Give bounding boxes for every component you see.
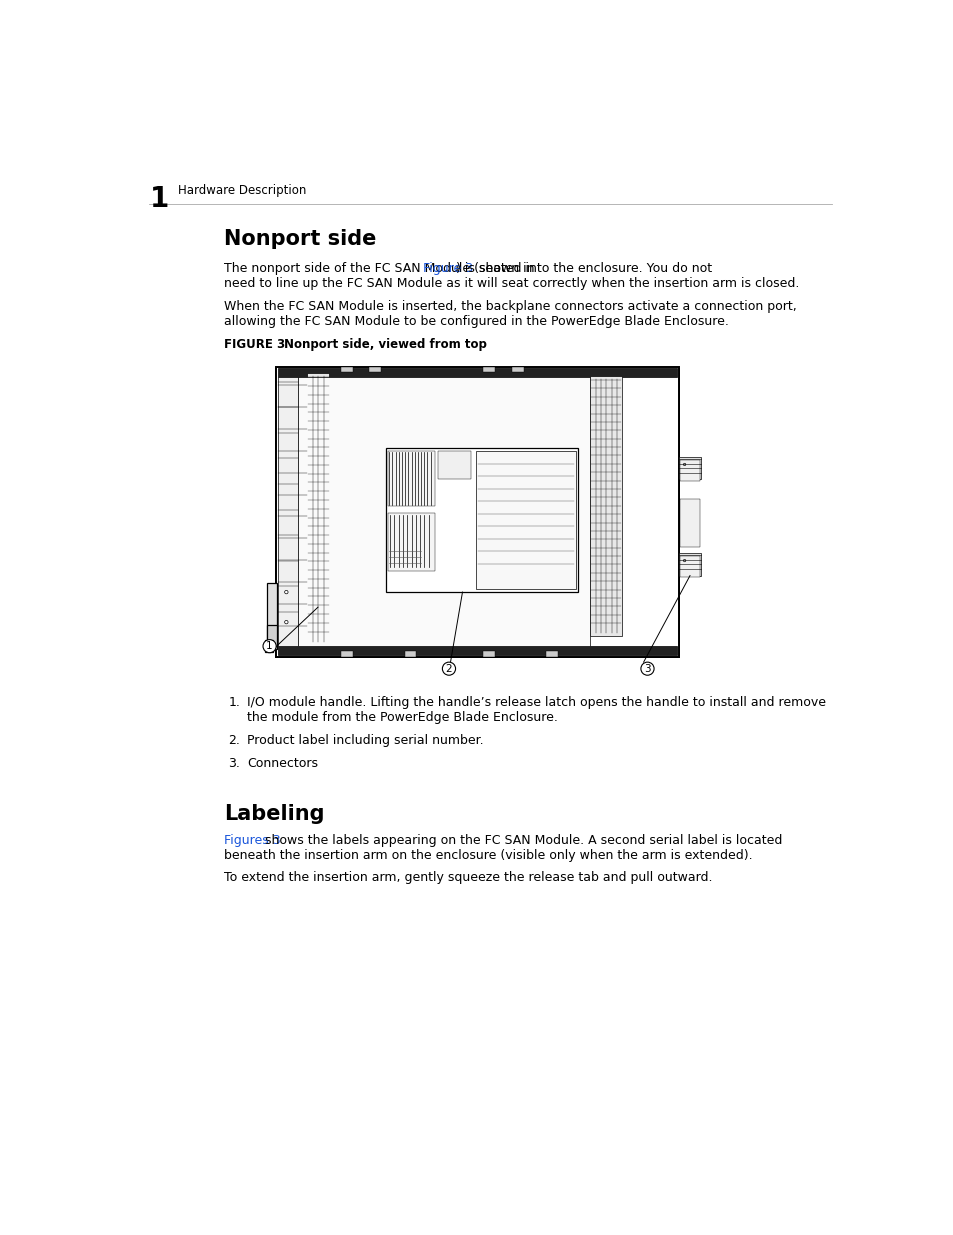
Bar — [387, 451, 435, 506]
Text: 1.: 1. — [229, 697, 240, 709]
Text: To extend the insertion arm, gently squeeze the release tab and pull outward.: To extend the insertion arm, gently sque… — [224, 871, 712, 884]
Bar — [369, 367, 380, 372]
Bar — [679, 457, 700, 479]
Bar — [307, 373, 329, 645]
Bar — [437, 451, 470, 479]
Bar — [476, 451, 575, 589]
Bar — [404, 651, 416, 657]
Text: Product label including serial number.: Product label including serial number. — [247, 734, 483, 747]
Text: 3.: 3. — [229, 757, 240, 769]
Text: shows the labels appearing on the FC SAN Module. A second serial label is locate: shows the labels appearing on the FC SAN… — [261, 834, 781, 846]
Bar — [341, 651, 353, 657]
Bar — [277, 377, 298, 646]
Text: Figures 3: Figures 3 — [224, 834, 280, 846]
Bar — [679, 499, 700, 547]
Bar — [267, 583, 277, 650]
Text: FIGURE 3: FIGURE 3 — [224, 337, 285, 351]
Text: The nonport side of the FC SAN Module (shown in: The nonport side of the FC SAN Module (s… — [224, 262, 537, 275]
Text: Labeling: Labeling — [224, 804, 324, 824]
Circle shape — [284, 620, 288, 624]
Text: ) is seated into the enclosure. You do not: ) is seated into the enclosure. You do n… — [456, 262, 712, 275]
Bar — [679, 556, 700, 577]
Circle shape — [284, 590, 288, 594]
Bar — [277, 368, 677, 377]
Bar — [298, 377, 589, 646]
Text: beneath the insertion arm on the enclosure (visible only when the arm is extende: beneath the insertion arm on the enclosu… — [224, 848, 752, 862]
Text: 1: 1 — [266, 641, 273, 651]
Circle shape — [682, 559, 685, 562]
Bar — [545, 651, 558, 657]
Bar — [275, 369, 679, 657]
Bar — [265, 640, 273, 652]
Bar — [482, 367, 494, 372]
Text: need to line up the FC SAN Module as it will seat correctly when the insertion a: need to line up the FC SAN Module as it … — [224, 277, 799, 290]
Text: 2.: 2. — [229, 734, 240, 747]
Bar — [387, 513, 435, 571]
Text: I/O module handle. Lifting the handle’s release latch opens the handle to instal: I/O module handle. Lifting the handle’s … — [247, 697, 825, 709]
Text: allowing the FC SAN Module to be configured in the PowerEdge Blade Enclosure.: allowing the FC SAN Module to be configu… — [224, 315, 728, 329]
Bar — [277, 646, 677, 655]
Text: 1: 1 — [150, 185, 170, 214]
Circle shape — [682, 463, 685, 466]
Text: When the FC SAN Module is inserted, the backplane connectors activate a connecti: When the FC SAN Module is inserted, the … — [224, 300, 796, 312]
Text: Nonport side: Nonport side — [224, 228, 375, 249]
Circle shape — [263, 640, 276, 653]
Text: Hardware Description: Hardware Description — [178, 184, 306, 198]
Bar — [482, 651, 494, 657]
Bar — [679, 459, 700, 480]
Bar — [512, 367, 523, 372]
Text: 2: 2 — [445, 663, 452, 673]
Bar — [275, 367, 679, 657]
Text: the module from the PowerEdge Blade Enclosure.: the module from the PowerEdge Blade Encl… — [247, 711, 558, 725]
Bar — [590, 375, 621, 636]
Text: Nonport side, viewed from top: Nonport side, viewed from top — [283, 337, 486, 351]
Bar — [679, 553, 700, 576]
Text: 3: 3 — [643, 663, 650, 673]
Text: Connectors: Connectors — [247, 757, 317, 769]
Bar — [385, 448, 578, 592]
Bar — [267, 625, 277, 646]
Circle shape — [640, 662, 654, 676]
Text: Figure 3: Figure 3 — [422, 262, 473, 275]
Bar — [341, 367, 353, 372]
Circle shape — [442, 662, 456, 676]
